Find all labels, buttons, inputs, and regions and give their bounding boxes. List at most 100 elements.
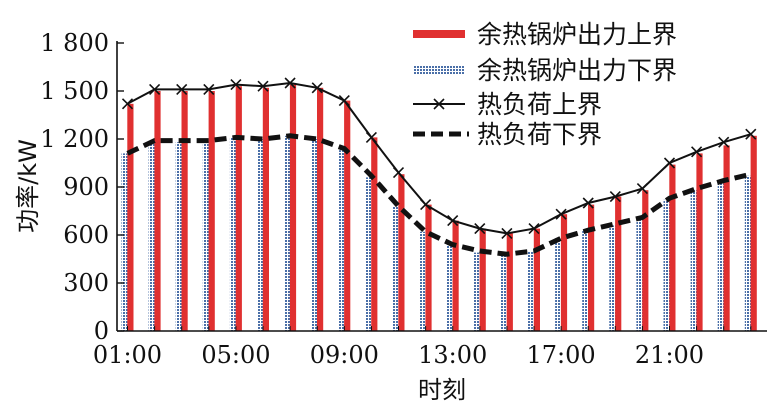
bar-lower-20 <box>636 219 643 331</box>
bar-upper-3 <box>181 91 188 331</box>
marker-heat-upper-3 <box>176 83 188 95</box>
bar-upper-11 <box>398 174 405 331</box>
marker-heat-upper-19 <box>609 191 621 203</box>
bar-lower-14 <box>473 252 480 331</box>
bar-lower-21 <box>663 199 670 331</box>
bar-lower-5 <box>229 137 237 331</box>
bar-upper-12 <box>425 204 432 331</box>
y-tick-label-0: 0 <box>94 317 109 345</box>
bar-lower-10 <box>365 177 372 331</box>
marker-heat-upper-18 <box>582 197 594 209</box>
bar-upper-4 <box>208 91 215 331</box>
y-tick-label-1200: 1 200 <box>40 125 109 153</box>
bars-layer <box>121 84 757 331</box>
y-tick-label-900: 900 <box>63 173 109 201</box>
legend-label-3: 热负荷下界 <box>477 120 602 149</box>
marker-heat-upper-13 <box>447 215 459 227</box>
bar-upper-24 <box>750 135 757 331</box>
marker-heat-upper-20 <box>636 183 648 195</box>
marker-heat-upper-8 <box>311 82 323 94</box>
marker-heat-upper-5 <box>230 79 242 91</box>
bar-lower-17 <box>555 238 562 331</box>
bar-upper-15 <box>506 233 513 331</box>
marker-heat-upper-17 <box>555 208 567 220</box>
marker-heat-upper-9 <box>338 95 350 107</box>
y-tick-label-1500: 1 500 <box>40 77 109 105</box>
marker-heat-upper-16 <box>528 223 540 235</box>
marker-heat-upper-4 <box>203 83 215 95</box>
bar-lower-1 <box>121 153 128 331</box>
bar-lower-2 <box>148 140 155 331</box>
bar-upper-21 <box>669 164 676 331</box>
bar-lower-9 <box>338 150 345 331</box>
marker-heat-upper-15 <box>501 227 513 239</box>
bar-lower-22 <box>690 190 697 331</box>
bar-lower-6 <box>257 139 264 331</box>
x-tick-label-1: 05:00 <box>201 341 270 369</box>
bar-lower-16 <box>528 251 535 331</box>
bar-upper-16 <box>533 228 540 331</box>
bar-upper-7 <box>289 84 297 331</box>
bar-lower-4 <box>202 140 209 331</box>
y-tick-label-300: 300 <box>63 269 109 297</box>
bar-upper-10 <box>371 137 378 331</box>
bar-upper-18 <box>588 204 595 331</box>
line-heat-lower <box>126 133 752 257</box>
bar-upper-22 <box>696 153 703 331</box>
x-axis-label: 时刻 <box>418 376 466 404</box>
bar-lower-23 <box>717 182 724 331</box>
bar-upper-8 <box>317 87 324 331</box>
marker-heat-upper-12 <box>420 199 432 211</box>
legend-label-2: 热负荷上界 <box>477 90 602 119</box>
marker-heat-upper-23 <box>718 136 730 148</box>
marker-heat-upper-24 <box>745 128 757 140</box>
bar-lower-15 <box>500 254 508 331</box>
bar-upper-19 <box>615 196 622 331</box>
y-tick-label-1800: 1 800 <box>40 29 109 57</box>
bar-upper-9 <box>344 100 351 331</box>
bar-upper-1 <box>127 103 134 331</box>
bar-lower-13 <box>446 244 453 331</box>
bar-lower-8 <box>311 139 318 331</box>
y-tick-label-600: 600 <box>63 221 109 249</box>
lines-layer <box>121 77 757 257</box>
marker-heat-upper-14 <box>474 223 486 235</box>
marker-heat-upper-11 <box>392 167 405 179</box>
bar-upper-5 <box>235 86 242 331</box>
marker-heat-upper-1 <box>121 98 134 110</box>
legend-swatch-lower-bar <box>413 66 465 74</box>
bar-lower-18 <box>582 230 589 331</box>
x-tick-label-4: 17:00 <box>527 341 596 369</box>
y-axis-label: 功率/kW <box>14 139 42 233</box>
marker-heat-upper-21 <box>663 157 676 169</box>
x-tick-label-5: 21:00 <box>635 341 704 369</box>
bar-lower-11 <box>392 206 399 331</box>
bar-lower-12 <box>419 231 426 331</box>
bar-upper-20 <box>642 190 649 331</box>
x-tick-label-3: 13:00 <box>418 341 487 369</box>
marker-heat-upper-22 <box>691 146 703 158</box>
bar-lower-3 <box>175 142 182 331</box>
bar-upper-23 <box>723 145 730 331</box>
x-tick-label-2: 09:00 <box>310 341 379 369</box>
legend-swatch-heat-upper <box>413 98 465 110</box>
marker-heat-upper-7 <box>284 77 296 89</box>
x-tick-label-0: 01:00 <box>93 341 162 369</box>
bar-upper-14 <box>479 228 486 331</box>
marker-heat-upper-2 <box>149 83 161 95</box>
bar-lower-24 <box>744 175 751 331</box>
legend-swatch-upper-bar <box>413 30 465 38</box>
marker-heat-upper-6 <box>257 80 269 92</box>
legend-label-1: 余热锅炉出力下界 <box>477 56 677 85</box>
legend-label-0: 余热锅炉出力上界 <box>477 20 677 49</box>
bar-upper-17 <box>560 214 568 331</box>
bar-lower-7 <box>284 135 291 331</box>
bar-upper-2 <box>154 91 161 331</box>
line-heat-upper <box>127 81 752 235</box>
axes: 0 300 600 900 1 200 1 500 1 800 01:00 05:00 09:00… <box>40 29 767 369</box>
bar-upper-6 <box>262 87 269 331</box>
marker-heat-upper-10 <box>365 131 377 143</box>
bar-upper-13 <box>452 220 459 331</box>
